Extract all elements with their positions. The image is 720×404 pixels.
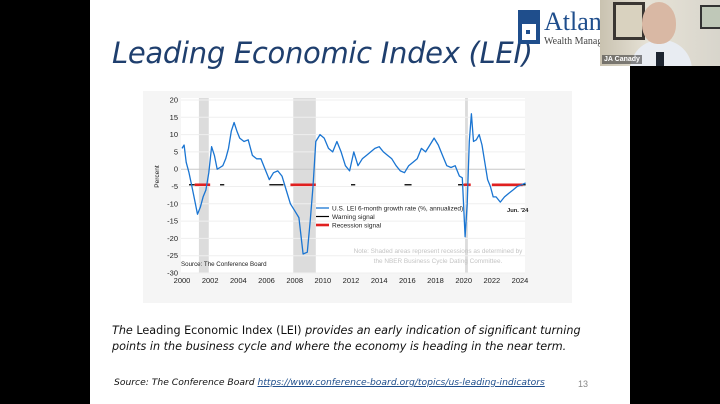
chart-note-line2: the NBER Business Cycle Dating Committee… [374,258,503,265]
x-tick-label: 2012 [343,276,360,285]
logo-name: Atlant [544,8,609,36]
source-line: Source: The Conference Board https://www… [114,377,545,388]
y-tick-label: -15 [167,217,178,226]
x-tick-label: 2002 [202,276,219,285]
video-thumbnail[interactable]: JA Canady [600,0,720,66]
chart-note-line1: Note: Shaded areas represent recessions … [354,248,524,255]
x-tick-label: 2006 [258,276,275,285]
picture-frame-icon [613,2,645,40]
x-tick-label: 2008 [286,276,303,285]
y-tick-label: -30 [167,269,178,278]
lei-chart: 20 15 10 5 0 -5 -10 -15 -20 -25 -30 2000 2002 2004 200… [143,91,572,303]
x-tick-label: 2004 [230,276,247,285]
y-tick-label: 20 [170,96,178,105]
legend-recession-label: Recession signal [332,223,382,230]
description-rest: provides an early indication of signific… [112,324,581,353]
picture-frame-icon [700,5,720,29]
description-term: Leading Economic Index (LEI) [132,324,306,337]
slide-title: Leading Economic Index (LEI) [112,36,533,70]
source-label: Source: The Conference Board [114,377,255,388]
x-tick-label: 2018 [427,276,444,285]
participant-tie [656,52,664,66]
y-tick-label: -20 [167,234,178,243]
x-tick-label: 2024 [512,276,529,285]
page-number: 13 [578,379,589,389]
x-tick-label: 2000 [174,276,191,285]
y-axis-label: Percent [154,165,161,188]
x-tick-label: 2022 [483,276,500,285]
source-link[interactable]: https://www.conference-board.org/topics/… [257,377,545,388]
y-tick-label: 5 [174,147,178,156]
logo-subtitle: Wealth Manage [544,36,607,47]
participant-head [642,2,676,44]
logo-house-icon [518,10,540,44]
legend-series-label: U.S. LEI 6-month growth rate (%, annuali… [332,206,463,213]
participant-name: JA Canady [602,55,642,64]
y-tick-label: -5 [171,182,178,191]
plot-area [181,98,525,273]
x-tick-label: 2010 [314,276,331,285]
description: The Leading Economic Index (LEI) provide… [112,323,612,355]
x-tick-label: 2016 [399,276,416,285]
y-tick-label: 0 [174,165,178,174]
last-point-label: Jun. '24 [507,208,529,214]
y-tick-label: 15 [170,113,178,122]
y-tick-label: 10 [170,130,178,139]
x-tick-label: 2020 [455,276,472,285]
description-lead: The [112,324,133,337]
y-tick-label: -10 [167,199,178,208]
legend-warning-label: Warning signal [332,214,375,221]
company-logo: Atlant Wealth Manage [518,8,610,50]
chart-source-note: Source: The Conference Board [181,261,267,268]
x-tick-label: 2014 [371,276,388,285]
lei-series-line [181,113,526,255]
y-tick-label: -25 [167,251,178,260]
